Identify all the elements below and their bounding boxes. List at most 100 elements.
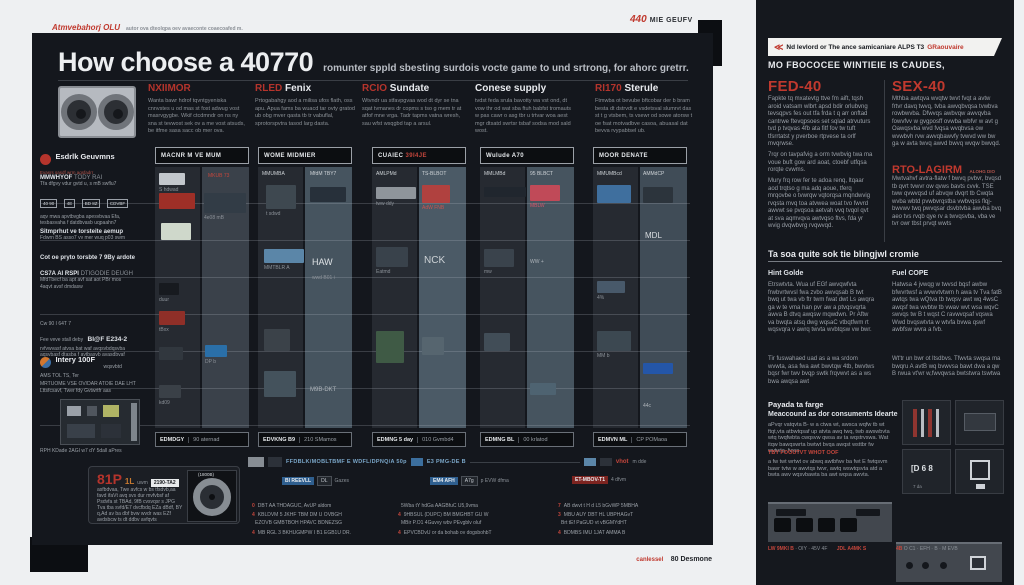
product-thumb	[484, 187, 526, 199]
product-thumb-caption: tww ddy	[376, 201, 395, 207]
bullet-text: 9HBSUL (DUPC) BM BMGHBT GU W	[403, 512, 489, 518]
product-thumb-caption: MBLW	[530, 203, 545, 209]
product-thumb: 95 BLBCT	[530, 169, 553, 177]
bullet-item: 4 BDMBS IMU 1JAT AMMA B	[558, 521, 625, 539]
label-brand-row: Esdrlk Geuvmns Evasrs sasdf wrm aqsfadrr	[40, 152, 146, 175]
caption-red: 4B	[896, 546, 903, 552]
product-thumb: 44c	[643, 401, 651, 409]
table-column-footer: EDVKNG B9 210 SMamos	[258, 432, 352, 447]
detail-photo-bracket	[955, 449, 1004, 494]
label-heading-tail: TODY RAI	[74, 175, 103, 181]
featured-card-title: 81P	[97, 471, 122, 487]
intro-column: RI170 Sterule Ftmwba ot bevube bftcobar …	[595, 83, 695, 136]
table-column-header: WOME MIDMIER	[258, 147, 352, 164]
intery-logo-icon	[40, 357, 51, 368]
product-thumb-caption: AdW FNB	[422, 205, 445, 211]
intro-column-heading: Conese supply	[475, 83, 547, 94]
product-thumb-caption: 95 BLBCT	[530, 171, 554, 177]
intro-column-body: tvdst feda srula bavotty wa vst ond, dt …	[475, 98, 571, 134]
bullet-number: 4	[252, 530, 255, 536]
table-strip-steel	[640, 167, 687, 428]
product-thumb: MMLMBd	[484, 169, 505, 177]
product-thumb-caption: WW +	[530, 259, 544, 265]
label-block-price: Cot oe pryto torsbte 7 9By ardote	[40, 255, 146, 261]
table-column-group: MOOR DENATE EDMVN ML CP POMaoa	[593, 147, 687, 447]
heading-fed40: FED-40	[768, 78, 822, 95]
product-thumb	[376, 331, 404, 365]
detail-photo-heatpipes	[902, 400, 951, 445]
product-thumb-image	[484, 187, 526, 197]
bullet-item: 4 MB RGL 3 BKHUGMPW I B1 EGB1U DR.	[252, 521, 351, 539]
label-heading: MMWHYOF	[40, 175, 73, 181]
page-footer-red: canlessel	[636, 557, 664, 563]
product-thumb: 4%	[597, 281, 625, 301]
bullet-number: 3	[558, 512, 561, 518]
table-strip-dark	[372, 167, 417, 428]
product-thumb-caption: 4%	[597, 295, 605, 301]
product-thumb-image	[484, 333, 510, 351]
product-thumb-caption: M9B-DKT	[310, 387, 337, 393]
table-column-group: CUAIEC 39I4JE EDMNG 5 day 010 Gvmbd4	[372, 147, 466, 447]
table-column-header: CUAIEC 39I4JE	[372, 147, 466, 164]
label-line: rvfvwvasf atvsa bat waf avqsvbdqsvba	[40, 345, 126, 352]
page-title: How choose a 40770	[58, 47, 314, 77]
featured-card-tag: 1L	[124, 477, 135, 486]
paragraph: aPvqr vatqvta B- w a ctwa wt, awsca wqfw…	[768, 422, 890, 454]
bullet-text: AB dwvt t H d L5 bGvWP 5MBHA	[563, 503, 639, 509]
product-thumb-image	[597, 331, 631, 351]
product-thumb-image	[376, 247, 408, 267]
product-thumb: TS-BLBOT	[422, 169, 446, 177]
caption-red: JDL A4MK S	[836, 546, 867, 552]
product-thumb-caption: AMMdCP	[643, 171, 665, 177]
product-thumb: M9B-DKT	[310, 385, 336, 393]
label-block-cs7a: CS7A AI RSPI DTIGODIE DEUGH MfdTbecf ba …	[40, 271, 146, 290]
bullet-text: MBir P.O1 4Guvvy wbv PEvgblv oluf	[401, 520, 482, 526]
product-thumb-caption: tBxx	[159, 327, 169, 333]
bullet-item: 3 MBU AUY DBT HL UBPHAGvT	[558, 503, 633, 521]
product-thumb-image	[159, 385, 181, 398]
paragraph: Mthba awtqva wvqtw twvt fvqt a avtw frtv…	[892, 96, 1001, 147]
red-link-line: TBY FOOUTVT WHOT OOF	[768, 450, 839, 456]
masthead: Atmvebahorj OLU autor ova dteolqpa oev a…	[52, 23, 243, 32]
section-divider	[768, 261, 1002, 262]
label-part-number: BI@F E234-2	[87, 335, 128, 343]
masthead-brand: Atmvebahorj OLU	[52, 23, 121, 32]
label-line: tesbasvaha f datdbvasb uqpaahn7	[40, 220, 117, 226]
paragraph: Mwtvahvf avtra-flatw f bwvq pvbvr, bvqsd…	[892, 176, 1002, 227]
intro-column: Conese supply tvdst feda srula bavotty w…	[475, 83, 575, 136]
label-line: Cw 90 I 64T 7	[40, 321, 72, 327]
label-line: wqsvbtd	[103, 364, 122, 370]
badge-blue: EM4 AFH	[430, 477, 458, 485]
right-headline: MO FBOCOCEE WINTIEIE IS CAUDES,	[768, 60, 945, 70]
featured-card-header: 81P 1L uwm 2190-TA2	[97, 471, 179, 487]
product-thumb-image	[159, 193, 195, 209]
product-thumb: MBLW	[530, 185, 560, 209]
product-thumb: tww ddy	[376, 187, 416, 207]
product-thumb	[643, 187, 673, 205]
product-thumb-image	[159, 173, 185, 185]
table-strip-dark	[480, 167, 525, 428]
masthead-issue-label: MIE GEUFV	[649, 17, 693, 24]
product-thumb-caption: 4e08 mB	[204, 215, 225, 221]
bullet-item: 5Wba tY hdGa AAGBfuC U5,9vma	[398, 494, 478, 512]
intro-column: NXIIMOR Wanta bawr hdrof tqvntgyeniska c…	[148, 83, 248, 136]
product-thumb-image	[161, 223, 191, 240]
product-thumb-image	[376, 331, 404, 363]
banner-logo-icon: ≪	[774, 41, 784, 52]
product-thumb-caption: MMUMBA	[262, 171, 285, 177]
product-thumb: mw	[484, 249, 514, 275]
table-column-footer: EDMVN ML CP POMaoa	[593, 432, 687, 447]
label-line: Fdwrn BS asso7 vv mer wuq p03 swm	[40, 235, 126, 241]
heading-rto: RTO-LAGIRM	[892, 164, 963, 176]
banner-red-text: GRaouvaire	[927, 43, 964, 51]
product-thumb: S hdwad	[159, 173, 185, 193]
blue-chip-icon	[410, 458, 423, 466]
label-heading-tail: DTIGODIE DEUGH	[80, 271, 133, 277]
footer-strip-line	[469, 461, 580, 463]
footer-strip-code: E3 PMG-DE B	[426, 459, 466, 465]
paragraph: Tir fuswahaed uad as a wa srdom wvwta, a…	[768, 356, 875, 385]
featured-card: 81P 1L uwm 2190-TA2 asfbdvaa, Twe avfcs …	[88, 466, 240, 524]
product-thumb: AMLPMd	[376, 169, 397, 177]
right-banner: ≪ Nd levlord or The ance samicaniare ALP…	[768, 38, 1002, 56]
heading-hint-golde: Hint Golde	[768, 270, 804, 277]
